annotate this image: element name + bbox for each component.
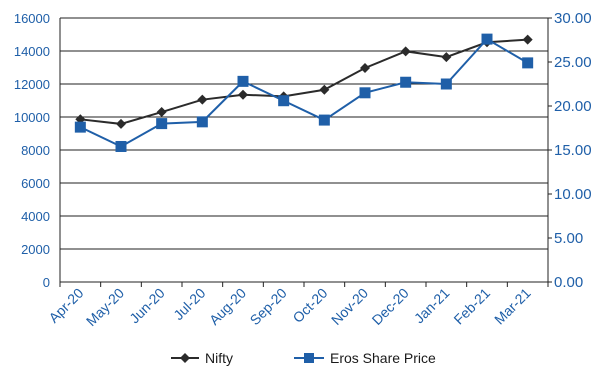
nifty-point <box>400 46 411 57</box>
eros-share-price-point <box>440 78 452 90</box>
left-tick-label: 2000 <box>21 242 50 257</box>
eros-share-price-point <box>481 33 493 45</box>
right-axis-tick-labels: 0.00 5.00 10.00 15.00 20.00 25.00 30.00 <box>554 10 592 291</box>
left-tick-label: 4000 <box>21 209 50 224</box>
legend-nifty-marker <box>180 353 190 363</box>
right-tick-label: 20.00 <box>554 98 592 115</box>
x-tick-label: Oct-20 <box>289 285 330 326</box>
nifty-point <box>197 94 208 105</box>
nifty-point <box>522 34 533 45</box>
right-tick-label: 15.00 <box>554 142 592 159</box>
left-tick-label: 14000 <box>14 44 50 59</box>
right-tick-label: 10.00 <box>554 186 592 203</box>
eros-share-price-point <box>196 116 208 128</box>
x-tick-label: Feb-21 <box>450 285 493 328</box>
eros-share-price-point <box>318 114 330 126</box>
left-tick-label: 0 <box>43 275 50 290</box>
left-tick-label: 8000 <box>21 143 50 158</box>
x-tick-label: Jun-20 <box>126 285 168 327</box>
eros-share-price-point <box>237 75 249 87</box>
eros-share-price-point <box>400 76 412 88</box>
left-tick-label: 16000 <box>14 11 50 26</box>
legend-item-nifty: Nifty <box>171 350 233 366</box>
left-tick-label: 12000 <box>14 77 50 92</box>
eros-share-price-point <box>278 95 290 107</box>
x-tick-label: Jan-21 <box>411 285 453 327</box>
eros-share-price-point <box>156 118 168 130</box>
x-tick-label: Sep-20 <box>247 285 290 328</box>
x-tick-label: Apr-20 <box>45 285 86 326</box>
nifty-point <box>238 89 248 100</box>
right-tick-label: 0.00 <box>554 274 583 291</box>
right-tick-label: 25.00 <box>554 54 592 71</box>
x-tick-label: Nov-20 <box>328 285 371 328</box>
nifty-point <box>319 84 330 95</box>
left-axis-tick-labels: 0 2000 4000 6000 8000 10000 12000 14000 16000 <box>14 11 50 290</box>
eros-share-price-point <box>522 57 534 69</box>
legend-eros-label: Eros Share Price <box>330 350 436 366</box>
legend-item-eros: Eros Share Price <box>294 350 436 366</box>
left-tick-label: 10000 <box>14 110 50 125</box>
legend-eros-marker <box>304 353 314 363</box>
legend: Nifty Eros Share Price <box>171 350 436 366</box>
right-tick-label: 30.00 <box>554 10 592 27</box>
left-tick-label: 6000 <box>21 176 50 191</box>
x-tick-label: Mar-21 <box>491 285 534 328</box>
axes <box>59 17 552 287</box>
x-tick-label: Jul-20 <box>170 285 208 323</box>
series-layer <box>74 33 534 152</box>
nifty-point <box>156 107 167 118</box>
nifty-point <box>360 62 370 73</box>
nifty-line <box>80 38 528 125</box>
eros-share-price-point <box>74 121 86 133</box>
eros-share-price-point <box>115 140 127 152</box>
x-tick-label: Aug-20 <box>206 285 249 328</box>
eros-share-price-line <box>79 37 529 148</box>
x-tick-label: Dec-20 <box>369 285 412 328</box>
nifty-point <box>116 118 126 129</box>
x-tick-label: May-20 <box>83 285 127 329</box>
legend-nifty-label: Nifty <box>205 350 233 366</box>
eros-share-price-point <box>359 87 371 99</box>
nifty-point <box>441 52 452 63</box>
right-tick-label: 5.00 <box>554 230 583 247</box>
